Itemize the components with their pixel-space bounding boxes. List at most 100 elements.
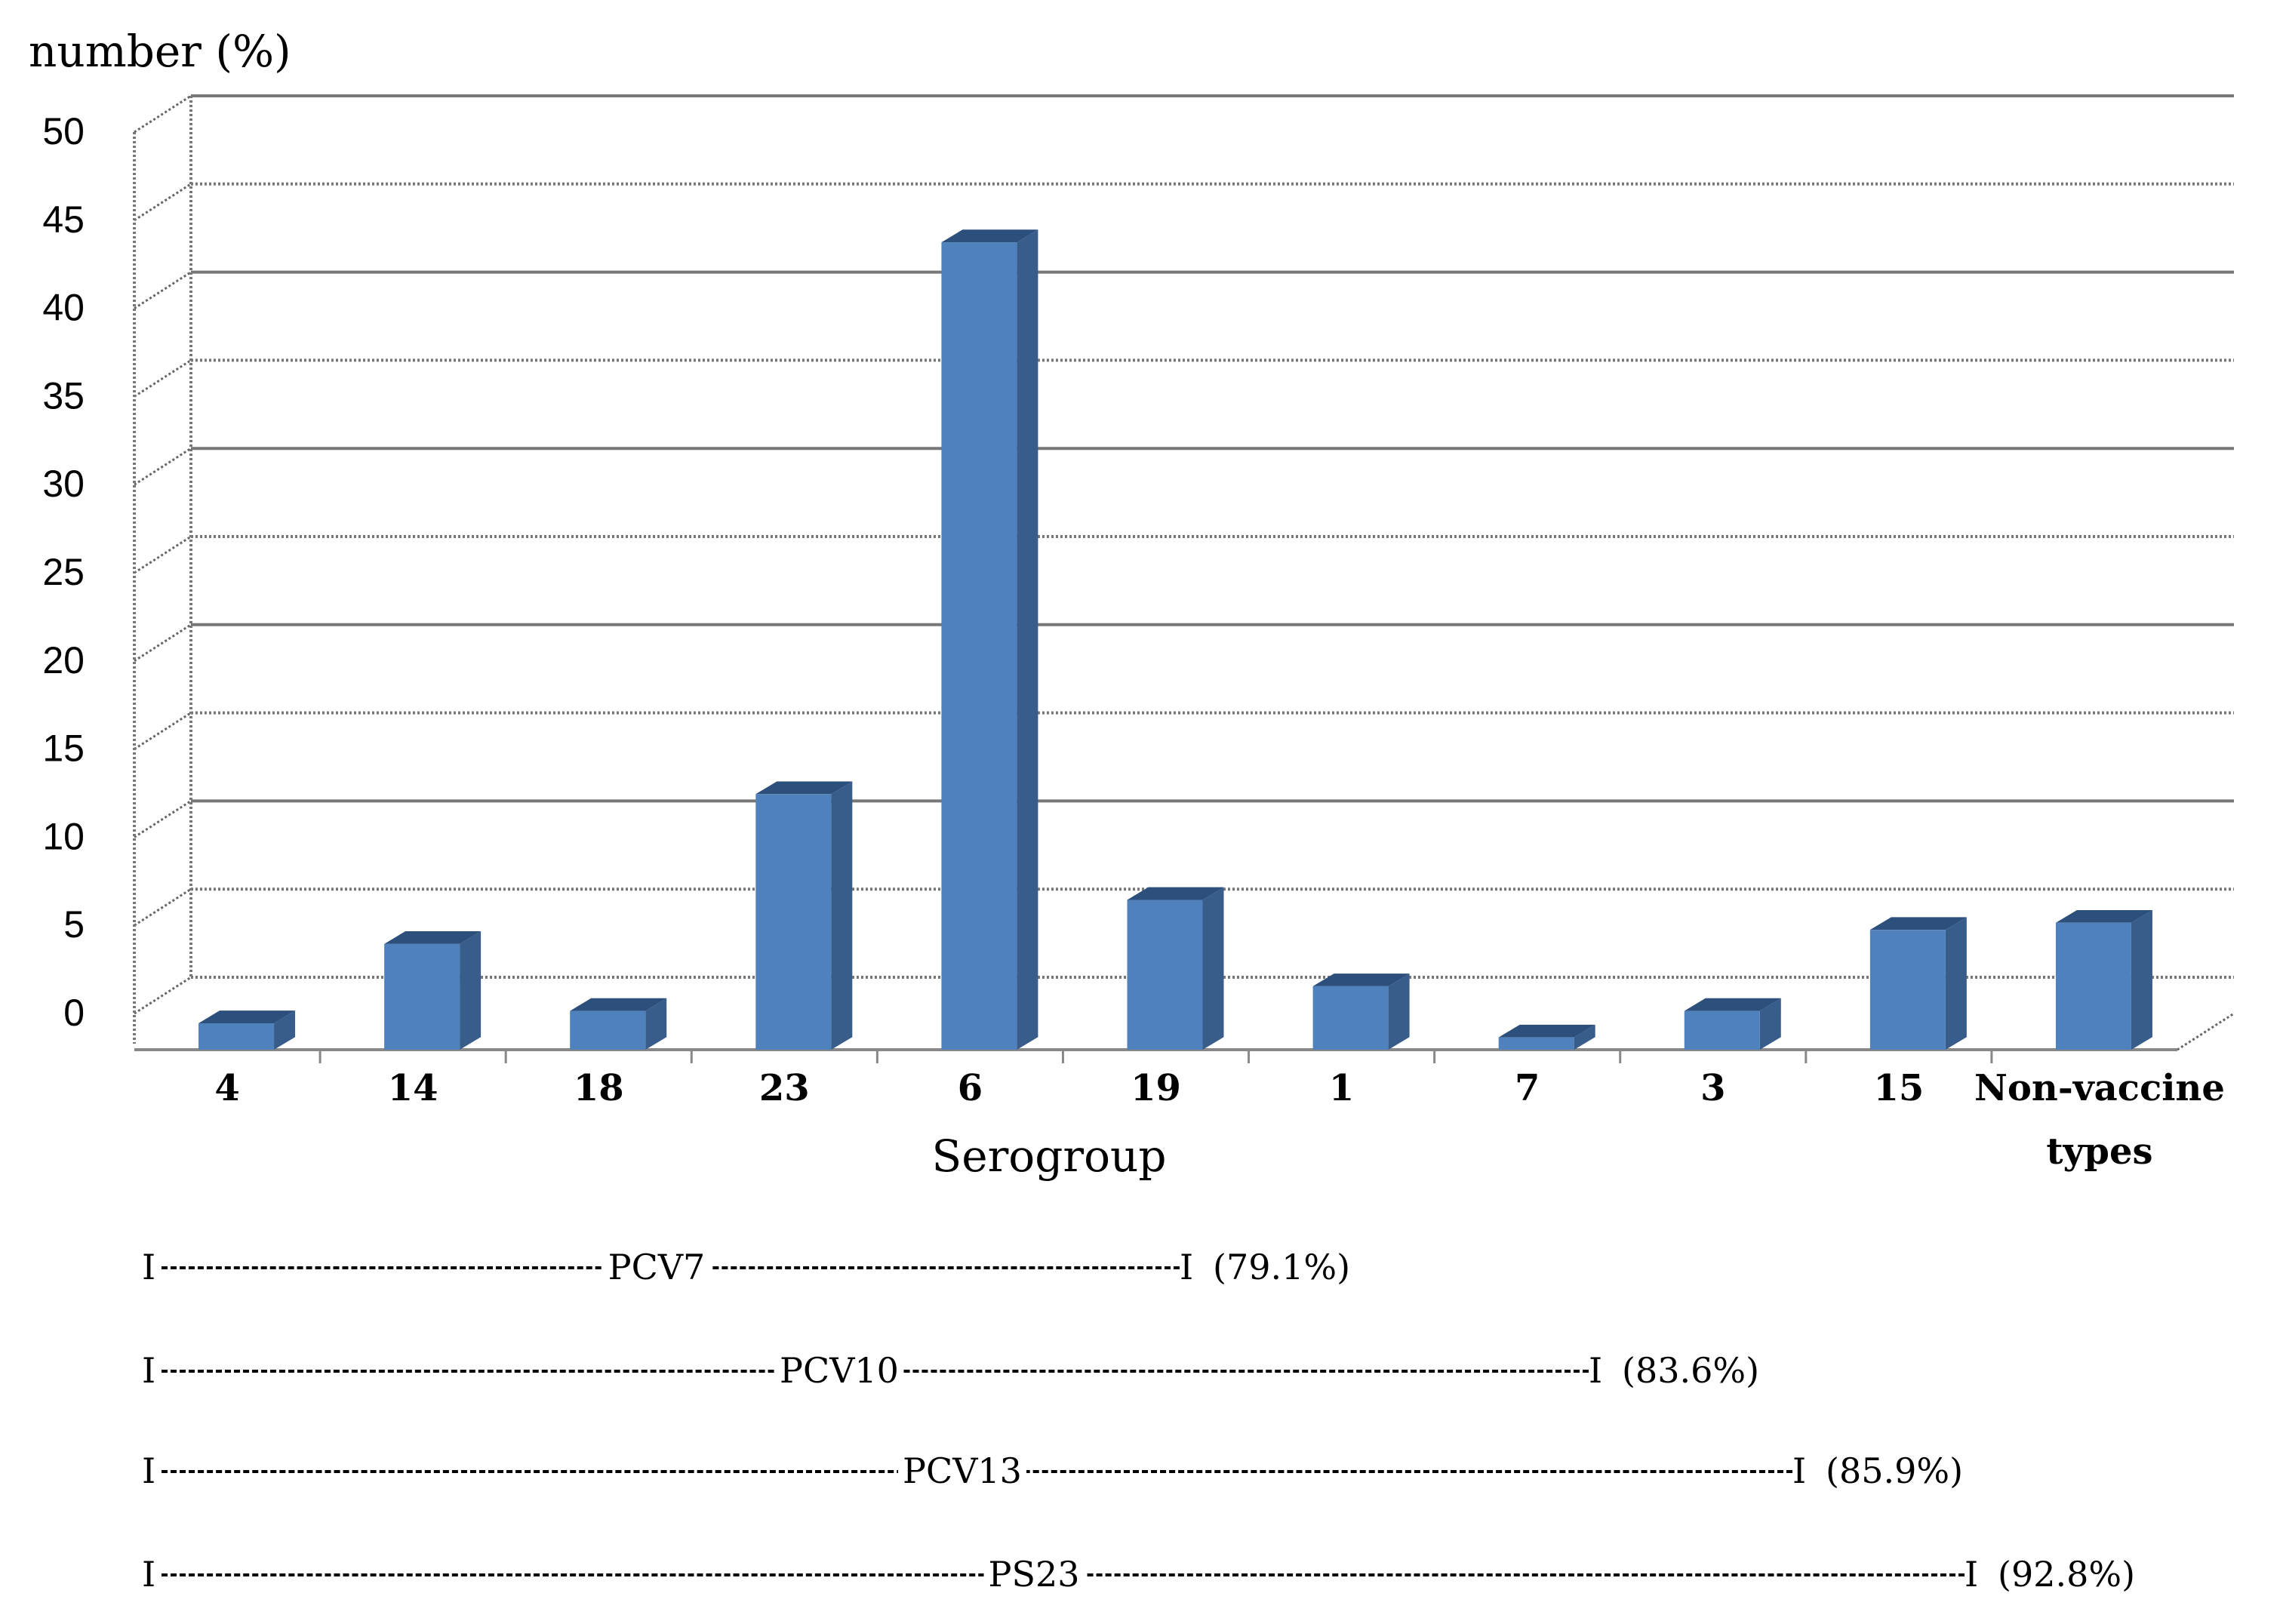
coverage-percent: (85.9%)	[1826, 1450, 1964, 1491]
bar-side	[460, 931, 482, 1050]
vaccine-range-row: I PCV13 I (85.9%)	[142, 1447, 2191, 1493]
bar-side	[274, 1010, 296, 1050]
y-tick-label: 50	[42, 110, 85, 152]
bar-front	[1127, 900, 1203, 1050]
coverage-percent: (79.1%)	[1213, 1247, 1351, 1287]
bar	[570, 998, 667, 1050]
tick-labels: 0 5 10 15 20 25 30 35 40 45 50 4 14 18 23 6 19 1 7 3 15 Non-v…	[42, 110, 2224, 1173]
y-tick-label: 10	[42, 815, 85, 857]
bars	[198, 229, 2152, 1050]
bar	[384, 931, 482, 1050]
bar-top	[1684, 998, 1781, 1011]
x-tick-label: 14	[388, 1067, 438, 1109]
bar-side	[1759, 998, 1781, 1050]
gridlines	[134, 94, 2235, 1051]
x-axis-label: Serogroup	[932, 1130, 1167, 1182]
bar	[755, 781, 853, 1050]
bar-side	[1017, 229, 1038, 1050]
bar	[941, 229, 1038, 1050]
y-tick-label: 30	[42, 463, 85, 505]
gridline-side	[134, 271, 192, 309]
vaccine-range-row: I PS23 I (92.8%)	[142, 1551, 2283, 1596]
bar	[1312, 973, 1410, 1050]
range-end-cap: I	[1180, 1247, 1194, 1287]
bar-top	[755, 781, 853, 795]
range-start-cap: I	[142, 1450, 156, 1491]
y-tick-label: 40	[42, 287, 85, 329]
bar	[198, 1010, 296, 1050]
y-tick-label: 5	[63, 903, 85, 946]
bar	[1498, 1024, 1595, 1050]
serogroup-bar-chart: 0 5 10 15 20 25 30 35 40 45 50 4 14 18 23 6 19 1 7 3 15 Non-v…	[29, 26, 2235, 1182]
bar	[1127, 887, 1224, 1050]
x-tick-label: 19	[1131, 1067, 1181, 1109]
bar-side	[1574, 1024, 1595, 1050]
floor-edge	[2177, 1012, 2235, 1051]
x-tick-label: 23	[759, 1067, 810, 1109]
range-end-cap: I	[1965, 1554, 1979, 1595]
gridline-side	[134, 183, 192, 222]
bar-side	[1202, 887, 1224, 1050]
bar-top	[384, 931, 482, 944]
gridline-side	[134, 535, 192, 574]
bar-top	[1312, 973, 1410, 986]
bar-top	[1869, 917, 1967, 930]
gridline-side	[134, 623, 192, 663]
vaccine-range-row: I PCV7 I (79.1%)	[142, 1244, 1578, 1289]
bar-front	[1684, 1010, 1760, 1050]
vaccine-name: PS23	[983, 1554, 1085, 1595]
bar	[1684, 998, 1781, 1050]
vaccine-name: PCV7	[603, 1247, 710, 1287]
vaccine-name: PCV13	[898, 1450, 1026, 1491]
x-tick-label: 6	[958, 1067, 983, 1109]
y-tick-label: 0	[63, 992, 85, 1034]
x-tick-label: 7	[1515, 1067, 1540, 1109]
range-start-cap: I	[142, 1350, 156, 1391]
bar-top	[1498, 1024, 1595, 1038]
bar-top	[198, 1010, 296, 1023]
bar-top	[941, 229, 1038, 243]
bar-side	[645, 998, 667, 1050]
gridline-side	[134, 712, 192, 750]
coverage-percent: (92.8%)	[1998, 1554, 2136, 1595]
x-tick-label: 4	[214, 1067, 239, 1109]
gridline-side	[134, 94, 192, 134]
bar-front	[755, 794, 832, 1050]
y-tick-label: 25	[42, 551, 85, 593]
gridline-side	[134, 887, 192, 927]
y-tick-label: 20	[42, 639, 85, 681]
bar-top	[2055, 910, 2152, 923]
bar-front	[941, 242, 1017, 1050]
y-tick-label: 15	[42, 727, 85, 770]
bar-side	[2131, 910, 2152, 1050]
x-tick-label: 1	[1329, 1067, 1354, 1109]
bar-front	[2055, 922, 2131, 1050]
x-tick-label: 15	[1873, 1067, 1924, 1109]
bar-side	[1945, 917, 1967, 1050]
gridline-side	[134, 800, 192, 838]
bar-front	[198, 1023, 275, 1050]
bar-front	[384, 943, 460, 1050]
bar-front	[1498, 1037, 1574, 1050]
gridline-side	[134, 976, 192, 1015]
y-tick-label: 45	[42, 198, 85, 241]
vaccine-name: PCV10	[775, 1350, 903, 1391]
gridline-side	[134, 447, 192, 486]
bar-top	[570, 998, 667, 1011]
bar-side	[1388, 973, 1410, 1050]
bar-front	[1869, 930, 1946, 1050]
range-end-cap: I	[1792, 1450, 1807, 1491]
x-tick-label: 18	[574, 1067, 624, 1109]
range-start-cap: I	[142, 1247, 156, 1287]
bar-top	[1127, 887, 1224, 900]
bar-front	[1312, 986, 1389, 1050]
bar	[1869, 917, 1967, 1050]
bar-front	[570, 1010, 646, 1050]
y-tick-label: 35	[42, 374, 85, 417]
x-tick-label: 3	[1700, 1067, 1725, 1109]
range-start-cap: I	[142, 1554, 156, 1595]
gridline-side	[134, 359, 192, 398]
bar	[2055, 910, 2152, 1050]
x-tick-label: Non-vaccine types	[1974, 1067, 2225, 1173]
vaccine-range-row: I PCV10 I (83.6%)	[142, 1347, 1987, 1392]
